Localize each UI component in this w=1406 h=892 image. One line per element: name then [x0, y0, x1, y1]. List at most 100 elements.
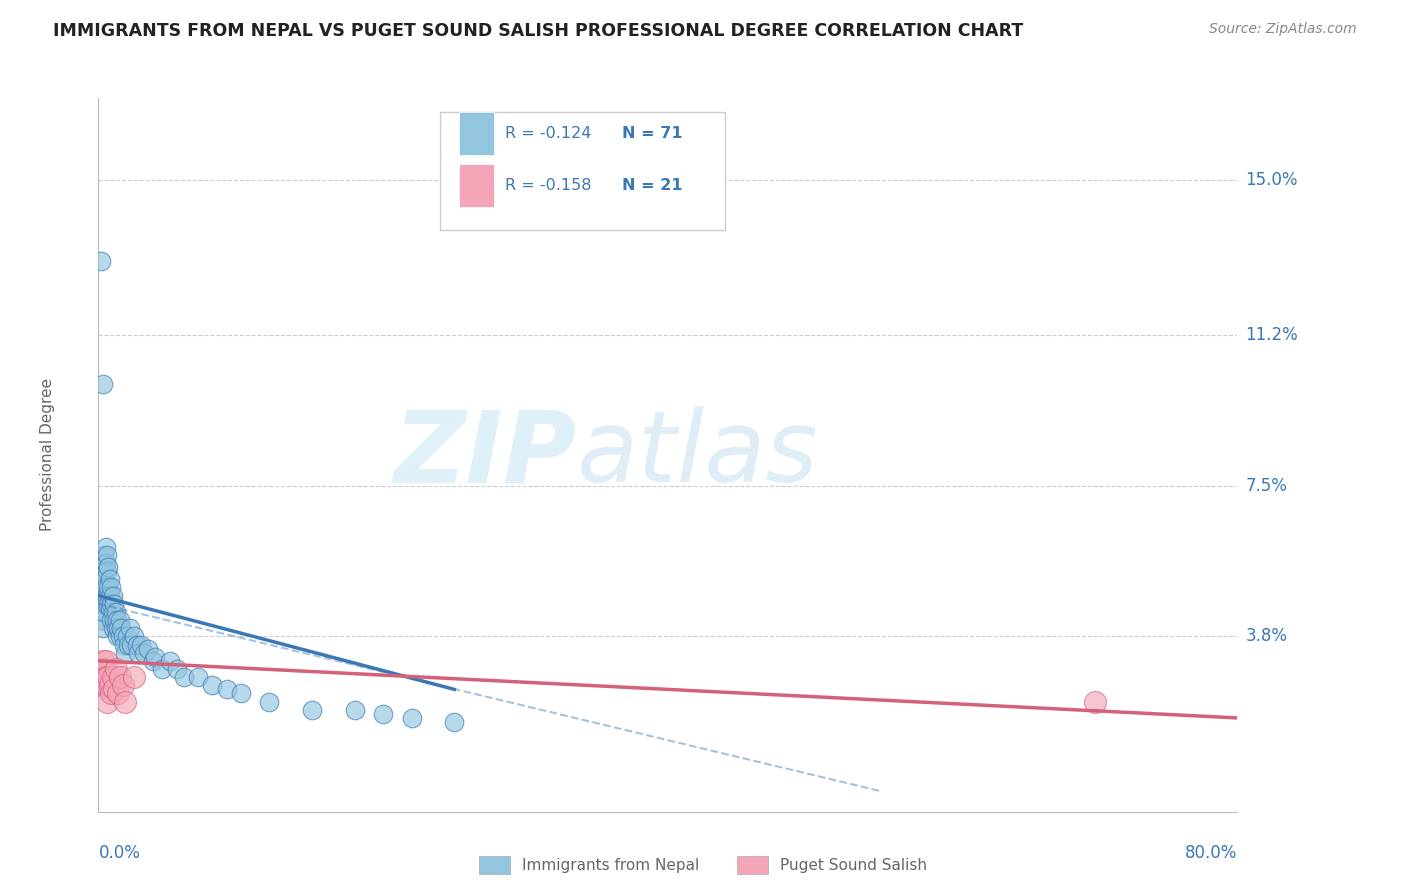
Point — [93, 605, 115, 619]
Point — [93, 589, 115, 603]
Point — [93, 678, 115, 692]
Point — [166, 662, 188, 676]
Point — [110, 621, 132, 635]
Point — [114, 695, 136, 709]
Text: 11.2%: 11.2% — [1246, 326, 1298, 343]
Point — [201, 678, 224, 692]
Point — [94, 581, 117, 595]
Point — [1084, 695, 1107, 709]
Point — [98, 589, 121, 603]
Point — [401, 711, 423, 725]
Point — [93, 572, 115, 586]
Point — [132, 646, 155, 660]
Point — [108, 670, 131, 684]
Point — [259, 695, 281, 709]
Point — [100, 686, 122, 700]
Text: 3.8%: 3.8% — [1246, 627, 1288, 646]
Point — [97, 597, 120, 611]
Text: N = 21: N = 21 — [623, 178, 683, 193]
Point — [100, 581, 122, 595]
Point — [91, 581, 114, 595]
Point — [107, 686, 129, 700]
Point — [122, 629, 145, 643]
Point — [129, 638, 152, 652]
Point — [97, 670, 120, 684]
Point — [120, 638, 142, 652]
Text: Professional Degree: Professional Degree — [39, 378, 55, 532]
Point — [105, 613, 128, 627]
Point — [117, 638, 139, 652]
Text: R = -0.158: R = -0.158 — [505, 178, 592, 193]
Text: 15.0%: 15.0% — [1246, 170, 1298, 189]
Point — [145, 649, 167, 664]
Point — [101, 621, 124, 635]
Point — [96, 678, 118, 692]
Point — [91, 376, 114, 391]
FancyBboxPatch shape — [460, 164, 494, 207]
Point — [90, 662, 112, 676]
Point — [122, 670, 145, 684]
Point — [100, 613, 122, 627]
Point — [104, 662, 127, 676]
Point — [94, 556, 117, 570]
Text: atlas: atlas — [576, 407, 818, 503]
Text: R = -0.124: R = -0.124 — [505, 126, 592, 141]
Point — [301, 703, 323, 717]
Point — [373, 706, 395, 721]
Point — [97, 581, 120, 595]
Point — [94, 597, 117, 611]
Point — [93, 548, 115, 562]
Point — [125, 638, 148, 652]
Point — [96, 589, 118, 603]
Point — [152, 662, 174, 676]
Point — [108, 613, 131, 627]
Text: N = 71: N = 71 — [623, 126, 683, 141]
Point — [103, 682, 125, 697]
Point — [96, 564, 118, 578]
Point — [118, 621, 141, 635]
Point — [343, 703, 366, 717]
Point — [136, 641, 159, 656]
Point — [101, 605, 124, 619]
Point — [98, 572, 121, 586]
Point — [104, 621, 127, 635]
Point — [159, 654, 181, 668]
Point — [96, 695, 118, 709]
Point — [91, 621, 114, 635]
Legend: Immigrants from Nepal, Puget Sound Salish: Immigrants from Nepal, Puget Sound Salis… — [472, 850, 934, 880]
Text: 0.0%: 0.0% — [98, 845, 141, 863]
Point — [115, 629, 138, 643]
Point — [101, 670, 124, 684]
FancyBboxPatch shape — [460, 112, 494, 154]
Point — [94, 654, 117, 668]
Point — [90, 600, 112, 615]
Point — [443, 714, 465, 729]
Text: 80.0%: 80.0% — [1185, 845, 1237, 863]
Text: IMMIGRANTS FROM NEPAL VS PUGET SOUND SALISH PROFESSIONAL DEGREE CORRELATION CHAR: IMMIGRANTS FROM NEPAL VS PUGET SOUND SAL… — [53, 22, 1024, 40]
Point — [91, 560, 114, 574]
Point — [114, 646, 136, 660]
Point — [173, 670, 195, 684]
Point — [98, 678, 121, 692]
Point — [107, 621, 129, 635]
Point — [103, 613, 125, 627]
Point — [112, 638, 135, 652]
Point — [105, 629, 128, 643]
Point — [111, 678, 134, 692]
Point — [94, 540, 117, 554]
Point — [187, 670, 209, 684]
Text: 7.5%: 7.5% — [1246, 476, 1286, 494]
Point — [127, 646, 149, 660]
Point — [97, 560, 120, 574]
Point — [108, 629, 131, 643]
Point — [98, 600, 121, 615]
Point — [229, 686, 252, 700]
Point — [101, 589, 124, 603]
Text: ZIP: ZIP — [394, 407, 576, 503]
Point — [104, 605, 127, 619]
Point — [90, 613, 112, 627]
Point — [90, 254, 112, 268]
Text: Source: ZipAtlas.com: Source: ZipAtlas.com — [1209, 22, 1357, 37]
Point — [93, 662, 115, 676]
Point — [100, 597, 122, 611]
